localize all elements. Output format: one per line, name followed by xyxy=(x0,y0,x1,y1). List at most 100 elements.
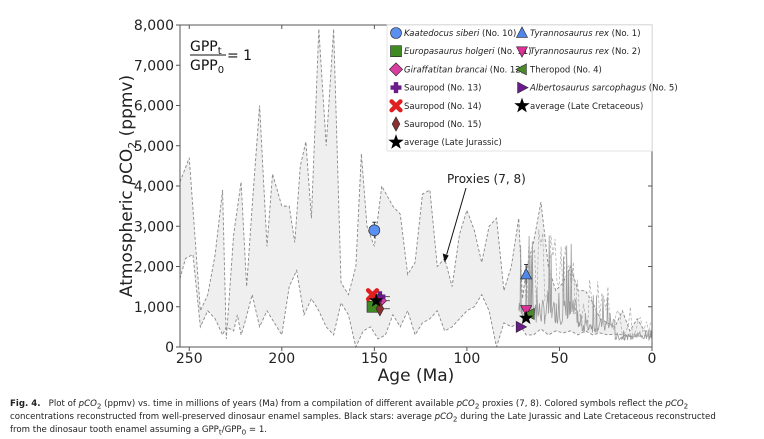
legend-marker-triangle-down xyxy=(516,46,528,58)
legend-item: Sauropod (No. 13) xyxy=(390,82,481,94)
legend-marker-plus xyxy=(390,82,402,94)
y-tick-label: 2,000 xyxy=(134,260,174,276)
proxy-envelope xyxy=(179,28,653,349)
legend-label-plain: (No. 5) xyxy=(646,84,678,94)
proxy-dense-line xyxy=(518,235,652,342)
y-tick-label: 4,000 xyxy=(134,179,174,195)
y-tick-label: 1,000 xyxy=(134,300,174,316)
y-axis-title-part: Atmospheric xyxy=(117,185,137,297)
y-axis-title-part: (ppmv) xyxy=(117,75,137,142)
legend-item: Tyrannosaurus rex (No. 2) xyxy=(516,46,641,58)
marker-star-6 xyxy=(369,293,384,307)
proxy-dense-dashed xyxy=(522,229,652,336)
caption-text: 2 xyxy=(96,401,102,411)
legend-label-italic: Europasaurus holgeri xyxy=(404,47,495,57)
proxy-envelope-lower xyxy=(179,253,653,349)
legend-marker-triangle-up xyxy=(516,26,528,38)
annotation-text: Proxies (7, 8) xyxy=(447,172,526,186)
gpp-numerator: GPPt xyxy=(190,39,222,57)
caption-text: (ppmv) vs. time in millions of years (Ma… xyxy=(101,399,457,409)
legend-marker-triangle-right xyxy=(517,81,529,94)
legend-item: Theropod (No. 4) xyxy=(515,63,602,76)
legend-item: Albertosaurus sarcophagus (No. 5) xyxy=(517,81,678,94)
marker-plus-3 xyxy=(374,291,386,303)
legend-label: Sauropod (No. 15) xyxy=(404,120,481,130)
y-axis-title: Atmospheric pCO2 (ppmv) xyxy=(117,75,139,297)
legend-label-italic: Giraffatitan brancai xyxy=(404,65,488,75)
caption-text: /GPP xyxy=(221,425,242,436)
y-axis-title-part: p xyxy=(117,174,137,186)
legend-label-plain: (No. 1) xyxy=(609,29,641,39)
caption-text: 2 xyxy=(452,414,458,424)
legend-marker-star xyxy=(514,97,530,113)
caption-text: 2 xyxy=(683,401,689,411)
y-tick-label: 0 xyxy=(165,340,174,356)
y-axis: 0 1,000 2,000 3,000 4,000 5,000 6,000 7,000 8,00… xyxy=(134,18,652,356)
legend-marker-triangle-left xyxy=(515,63,527,76)
legend-label-plain: average (Late Jurassic) xyxy=(404,138,502,148)
proxies-annotation: Proxies (7, 8) xyxy=(442,172,526,263)
caption-text: Plot of xyxy=(48,399,79,409)
marker-thin-diamond-5 xyxy=(375,300,385,317)
legend-item: average (Late Jurassic) xyxy=(388,134,502,149)
marker-circle-0 xyxy=(368,224,381,237)
gpp-denominator-sub: 0 xyxy=(218,65,224,76)
legend-marker-thin-diamond xyxy=(391,116,401,132)
marker-triangle-right-10 xyxy=(515,320,528,333)
caption-text: pCO xyxy=(665,399,684,409)
legend-label-plain: Sauropod (No. 13) xyxy=(404,84,481,94)
caption-text: concentrations reconstructed from well-p… xyxy=(10,412,435,423)
gpp-equals: = 1 xyxy=(227,48,252,64)
legend: Kaatedocus siberi (No. 10) Europasaurus h… xyxy=(386,24,678,152)
legend-label-italic: Kaatedocus siberi xyxy=(404,29,480,39)
proxy-spikes xyxy=(518,229,652,342)
legend-label: average (Late Cretaceous) xyxy=(530,102,643,112)
legend-item: Sauropod (No. 14) xyxy=(389,99,481,113)
x-tick-label: 50 xyxy=(551,351,569,367)
legend-label: Tyrannosaurus rex (No. 1) xyxy=(530,29,641,39)
legend-item: Giraffatitan brancai (No. 12) xyxy=(388,62,524,77)
caption-text: t xyxy=(218,428,222,438)
caption-text: 0 xyxy=(241,428,247,438)
y-tick-label: 5,000 xyxy=(134,139,174,155)
legend-label-plain: (No. 12) xyxy=(487,65,524,75)
legend-label: average (Late Jurassic) xyxy=(404,138,502,148)
annotation-arrow-line xyxy=(446,187,467,255)
x-tick-label: 100 xyxy=(454,351,481,367)
y-tick-label: 6,000 xyxy=(134,99,174,115)
legend-item: Tyrannosaurus rex (No. 1) xyxy=(516,26,641,39)
legend-label-plain: Theropod (No. 4) xyxy=(529,65,602,75)
caption-line-1: Fig. 4. Plot of pCO2 (ppmv) vs. time in … xyxy=(10,399,760,412)
caption-text: during the Late Jurassic and Late Cretac… xyxy=(457,412,716,423)
chart: 0 1,000 2,000 3,000 4,000 5,000 6,000 7,000 8,00… xyxy=(117,18,678,386)
y-axis-title-part: CO xyxy=(117,149,137,174)
caption-line-2: concentrations reconstructed from well-p… xyxy=(10,412,760,425)
legend-item: average (Late Cretaceous) xyxy=(514,97,643,113)
data-markers xyxy=(365,221,535,333)
legend-marker-circle xyxy=(390,27,402,39)
caption-figure-label: Fig. 4. xyxy=(10,399,41,409)
legend-marker-star xyxy=(388,134,404,149)
caption-text: = 1. xyxy=(246,425,268,436)
caption-text: pCO xyxy=(78,399,97,409)
y-tick-label: 8,000 xyxy=(134,18,174,34)
legend-label-plain: Sauropod (No. 15) xyxy=(404,120,481,130)
legend-marker-x xyxy=(389,99,403,113)
x-axis: 250 200 150 100 50 0 xyxy=(176,25,656,367)
gpp-numerator-sub: t xyxy=(218,46,222,57)
legend-item: Europasaurus holgeri (No. 11) xyxy=(390,45,532,57)
legend-label: Tyrannosaurus rex (No. 2) xyxy=(530,47,641,57)
marker-triangle-up-7 xyxy=(520,267,533,280)
marker-x-4-stroke xyxy=(365,288,380,302)
x-tick-label: 150 xyxy=(361,351,388,367)
caption-text: proxies (7, 8). Colored symbols reflect … xyxy=(479,399,666,409)
legend-label-plain: average (Late Cretaceous) xyxy=(530,102,643,112)
caption-text: from the dinosaur tooth enamel assuming … xyxy=(10,425,219,436)
caption-text: pCO xyxy=(456,399,475,409)
legend-item: Kaatedocus siberi (No. 10) xyxy=(390,27,516,39)
legend-label: Europasaurus holgeri (No. 11) xyxy=(404,47,532,57)
legend-label: Sauropod (No. 13) xyxy=(404,84,481,94)
marker-star-11 xyxy=(519,310,534,325)
y-tick-label: 3,000 xyxy=(134,219,174,235)
